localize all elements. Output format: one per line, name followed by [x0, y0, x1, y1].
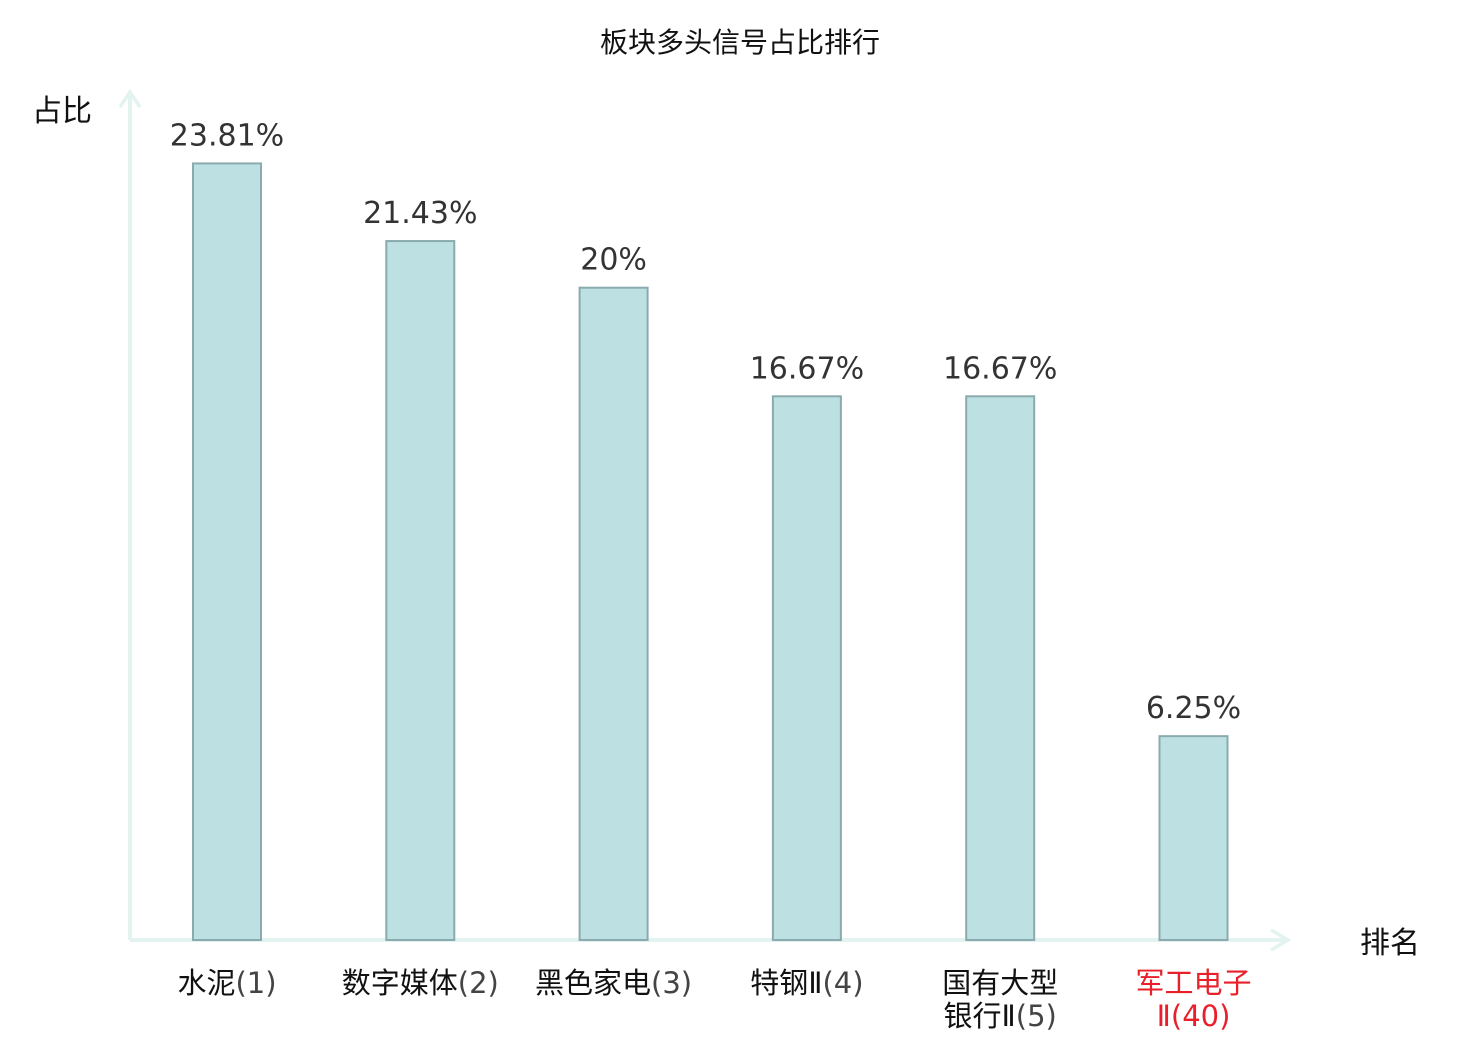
bar [965, 395, 1036, 942]
bar [192, 162, 262, 942]
y-axis-label: 占比 [32, 94, 92, 129]
value-labels-layer: 23.81% 21.43% 20% 16.67% 16.67% 6.25% [170, 118, 1241, 726]
bar-value-label: 21.43% [363, 196, 477, 231]
category-label: 数字媒体(2) [342, 966, 499, 1000]
category-rank: (5) [1016, 999, 1057, 1033]
x-axis-label: 排名 [1360, 926, 1420, 961]
category-rank: (40) [1171, 999, 1231, 1033]
category-name: 黑色家电 [535, 966, 651, 1000]
chart-title: 板块多头信号占比排行 [600, 26, 880, 59]
bar [1158, 735, 1229, 942]
category-label: 黑色家电(3) [535, 966, 692, 1000]
category-label: 银行Ⅱ(5) [944, 999, 1057, 1033]
bars-layer [192, 162, 1229, 942]
bar-value-label: 23.81% [170, 118, 284, 153]
category-name: Ⅱ [1157, 999, 1171, 1033]
category-name: 银行Ⅱ [944, 999, 1016, 1033]
bar-value-label: 20% [580, 243, 647, 278]
category-label: Ⅱ(40) [1157, 999, 1231, 1033]
bar [578, 286, 649, 941]
category-label: 特钢Ⅱ(4) [750, 966, 863, 1000]
bar-value-label: 16.67% [750, 351, 864, 386]
category-rank: (3) [651, 966, 692, 1000]
bar [771, 395, 842, 942]
bar-value-label: 16.67% [943, 351, 1057, 386]
category-rank: (4) [822, 966, 863, 1000]
category-label: 军工电子 [1135, 966, 1251, 1000]
category-name: 特钢Ⅱ [750, 966, 822, 1000]
x-axis [130, 928, 1292, 952]
category-label: 水泥(1) [177, 966, 276, 1000]
bar-value-label: 6.25% [1146, 691, 1241, 726]
category-rank: (1) [235, 966, 276, 1000]
category-name: 数字媒体 [342, 966, 458, 1000]
y-axis [118, 88, 142, 940]
category-name: 军工电子 [1135, 966, 1251, 1000]
category-rank: (2) [458, 966, 499, 1000]
bar [385, 240, 456, 941]
category-name: 水泥 [177, 966, 235, 1000]
category-name: 国有大型 [942, 966, 1058, 1000]
category-label: 国有大型 [942, 966, 1058, 1000]
